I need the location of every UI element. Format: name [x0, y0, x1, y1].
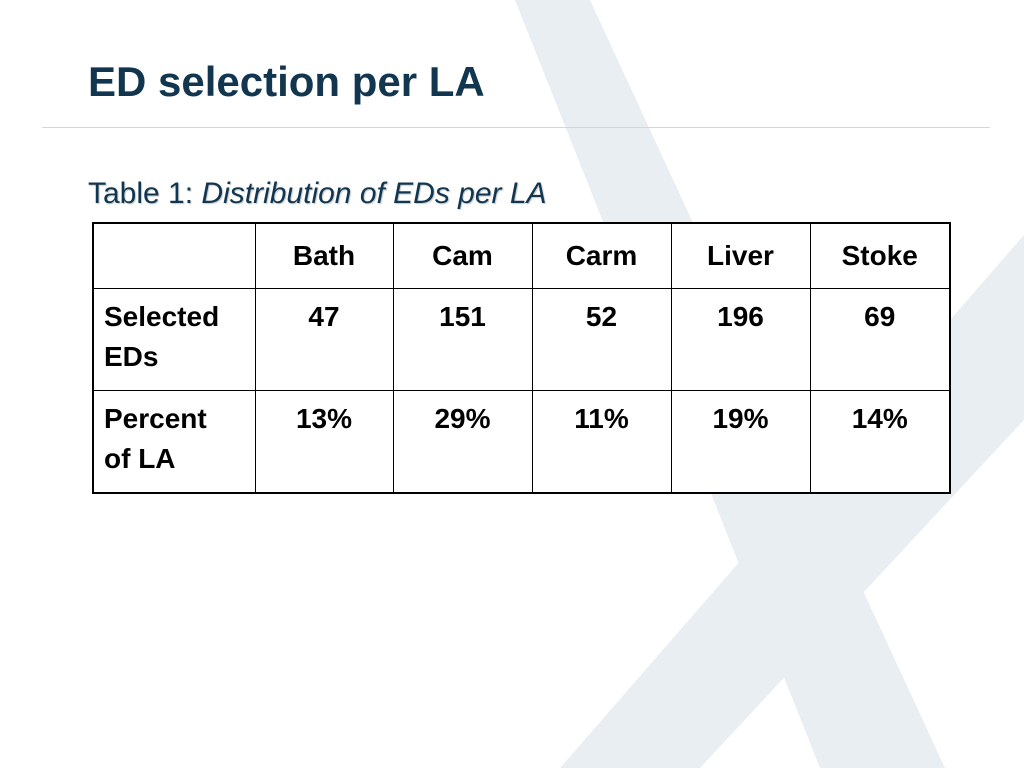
- column-header: Cam: [392, 222, 533, 289]
- row-label: Selected EDs: [92, 288, 256, 391]
- table-header-row: Bath Cam Carm Liver Stoke: [92, 222, 951, 289]
- table-cell: 14%: [809, 390, 951, 494]
- table-cell: 47: [254, 288, 394, 391]
- table-row: Percent of LA 13% 29% 11% 19% 14%: [92, 390, 951, 494]
- table-corner-cell: [92, 222, 256, 289]
- table-cell: 69: [809, 288, 951, 391]
- table-cell: 151: [392, 288, 533, 391]
- table-row: Selected EDs 47 151 52 196 69: [92, 288, 951, 391]
- table-cell: 196: [670, 288, 811, 391]
- row-label-line: Selected: [104, 301, 220, 332]
- table-cell: 11%: [531, 390, 672, 494]
- row-label-line: of LA: [104, 443, 176, 474]
- table-caption-prefix: Table 1:: [88, 177, 202, 210]
- row-label-line: EDs: [104, 341, 159, 372]
- table-cell: 29%: [392, 390, 533, 494]
- table-caption: Table 1: Distribution of EDs per LA: [88, 176, 547, 212]
- table-cell: 19%: [670, 390, 811, 494]
- column-header: Carm: [531, 222, 672, 289]
- distribution-table: Bath Cam Carm Liver Stoke Selected EDs 4…: [92, 222, 951, 494]
- column-header: Liver: [670, 222, 811, 289]
- slide-title: ED selection per LA: [88, 58, 485, 105]
- row-label: Percent of LA: [92, 390, 256, 494]
- table-cell: 13%: [254, 390, 394, 494]
- row-label-line: Percent: [104, 403, 207, 434]
- title-divider: [42, 127, 990, 128]
- table-caption-title: Distribution of EDs per LA: [201, 177, 547, 210]
- column-header: Bath: [254, 222, 394, 289]
- column-header: Stoke: [809, 222, 951, 289]
- table-cell: 52: [531, 288, 672, 391]
